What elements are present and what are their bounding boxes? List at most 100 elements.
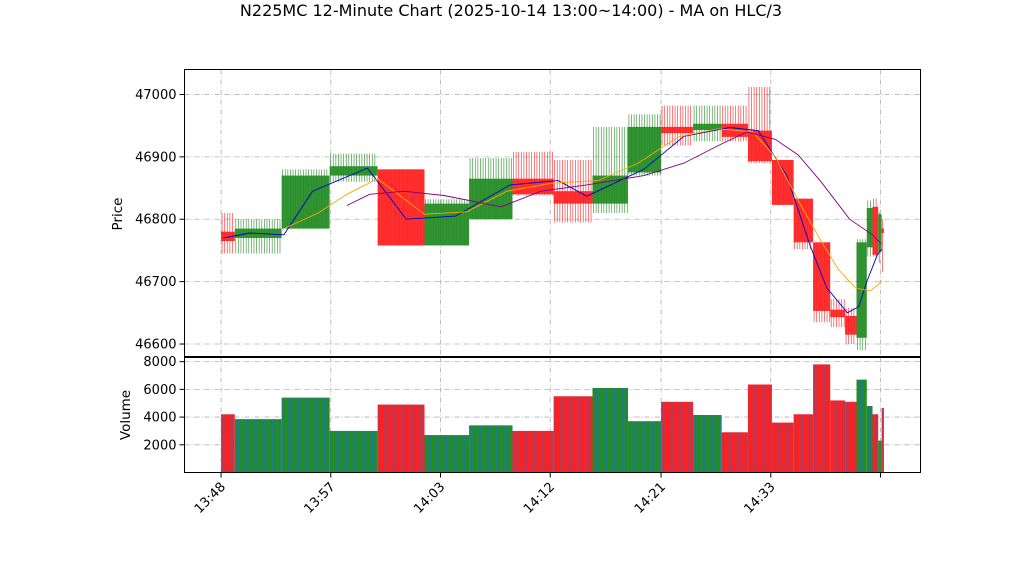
candle-body xyxy=(661,126,694,134)
candle-body xyxy=(845,315,857,335)
candle-up xyxy=(424,199,470,246)
volume-bar-fill xyxy=(771,422,794,473)
volume-axis-label: Volume xyxy=(118,390,134,440)
volume-bar xyxy=(234,419,282,473)
x-tick-label: 13:48 xyxy=(192,480,229,517)
price-y-tick-label: 46700 xyxy=(135,275,176,290)
volume-bar xyxy=(329,430,378,473)
candle-up xyxy=(592,126,628,213)
volume-bar xyxy=(512,430,554,473)
x-axis-ticks: 13:48 13:57 14:03 14:12 14:21 14:33 xyxy=(192,472,881,517)
candle-body xyxy=(856,242,867,338)
candle-body xyxy=(881,228,884,233)
volume-bar xyxy=(856,379,867,473)
volume-bar-fill xyxy=(661,401,694,473)
candle-body xyxy=(872,206,879,255)
volume-bar xyxy=(830,400,846,473)
candle-body xyxy=(866,208,873,248)
candle-up xyxy=(878,211,882,263)
volume-bar xyxy=(747,384,772,473)
price-candles xyxy=(221,86,884,351)
price-panel: 46600 46700 46800 46900 47000 Price xyxy=(110,69,921,357)
ma-line-3 xyxy=(346,131,882,245)
volume-bar-fill xyxy=(830,400,846,473)
candle-up xyxy=(469,158,513,220)
candle-up xyxy=(234,219,282,254)
volume-bar xyxy=(813,364,831,473)
ma-line-2 xyxy=(283,128,882,292)
volume-y-ticks: 2000 4000 6000 8000 xyxy=(143,355,185,453)
volume-bar xyxy=(872,414,879,473)
volume-bar-fill xyxy=(329,430,378,473)
candle-down xyxy=(661,105,694,146)
volume-bar xyxy=(553,396,593,473)
volume-bar xyxy=(721,432,748,473)
volume-bars xyxy=(221,364,884,473)
volume-bar-fill xyxy=(872,414,879,473)
volume-bar xyxy=(771,422,794,473)
price-moving-averages xyxy=(223,127,882,314)
candle-up xyxy=(281,169,330,229)
candle-down xyxy=(377,169,425,246)
volume-bar-fill xyxy=(281,397,330,473)
chart-title: N225MC 12-Minute Chart (2025-10-14 13:00… xyxy=(240,1,782,20)
volume-bar-fill xyxy=(856,379,867,473)
volume-bar-fill xyxy=(878,440,882,473)
volume-panel: 2000 4000 6000 8000 Volume xyxy=(118,355,921,473)
price-axis-label: Price xyxy=(110,198,126,231)
price-y-tick-label: 47000 xyxy=(135,88,176,103)
volume-y-tick-label: 4000 xyxy=(143,411,176,426)
candle-down xyxy=(771,159,794,205)
candle-up xyxy=(693,105,722,142)
candle-down xyxy=(721,105,748,142)
volume-bar xyxy=(592,387,628,473)
candle-up xyxy=(856,239,867,351)
candle-down xyxy=(553,159,593,223)
volume-bar xyxy=(845,401,857,473)
volume-bar xyxy=(469,425,513,473)
candle-body xyxy=(771,159,794,205)
candle-down xyxy=(845,307,857,345)
volume-axes-frame xyxy=(184,357,921,473)
price-grid xyxy=(184,69,921,357)
candle-body xyxy=(424,203,470,246)
volume-bar xyxy=(424,435,470,473)
candle-up xyxy=(866,200,873,257)
x-tick-label: 14:21 xyxy=(632,480,669,517)
candle-body xyxy=(813,242,831,311)
candle-body xyxy=(377,169,425,246)
ma-line-1 xyxy=(223,127,882,314)
volume-bar xyxy=(693,415,722,473)
volume-bar xyxy=(866,405,873,473)
volume-bar-fill xyxy=(866,405,873,473)
candle-down xyxy=(830,299,846,328)
candle-body xyxy=(553,191,593,204)
volume-bar xyxy=(281,397,330,473)
x-tick-label: 13:57 xyxy=(302,480,339,517)
candle-body xyxy=(878,214,882,252)
candle-body xyxy=(221,231,235,242)
volume-bar xyxy=(878,440,882,473)
volume-y-tick-label: 8000 xyxy=(143,355,176,370)
volume-bar-fill xyxy=(845,401,857,473)
volume-bar xyxy=(627,421,662,473)
price-y-tick-label: 46900 xyxy=(135,150,176,165)
price-y-tick-label: 46800 xyxy=(135,213,176,228)
price-y-ticks: 46600 46700 46800 46900 47000 xyxy=(135,88,185,353)
volume-bar xyxy=(377,404,425,473)
x-tick-label: 14:03 xyxy=(411,480,448,517)
volume-bar xyxy=(221,414,235,473)
candle-down xyxy=(813,242,831,323)
volume-bar xyxy=(793,414,814,473)
candle-up xyxy=(329,153,378,182)
volume-bar-fill xyxy=(234,419,282,473)
candle-down xyxy=(872,198,879,257)
candle-body xyxy=(830,309,846,318)
volume-y-tick-label: 6000 xyxy=(143,383,176,398)
volume-bar xyxy=(661,401,694,473)
candle-down xyxy=(221,213,235,254)
x-tick-label: 14:33 xyxy=(742,480,779,517)
candle-up xyxy=(627,114,662,176)
volume-bar xyxy=(881,408,884,473)
